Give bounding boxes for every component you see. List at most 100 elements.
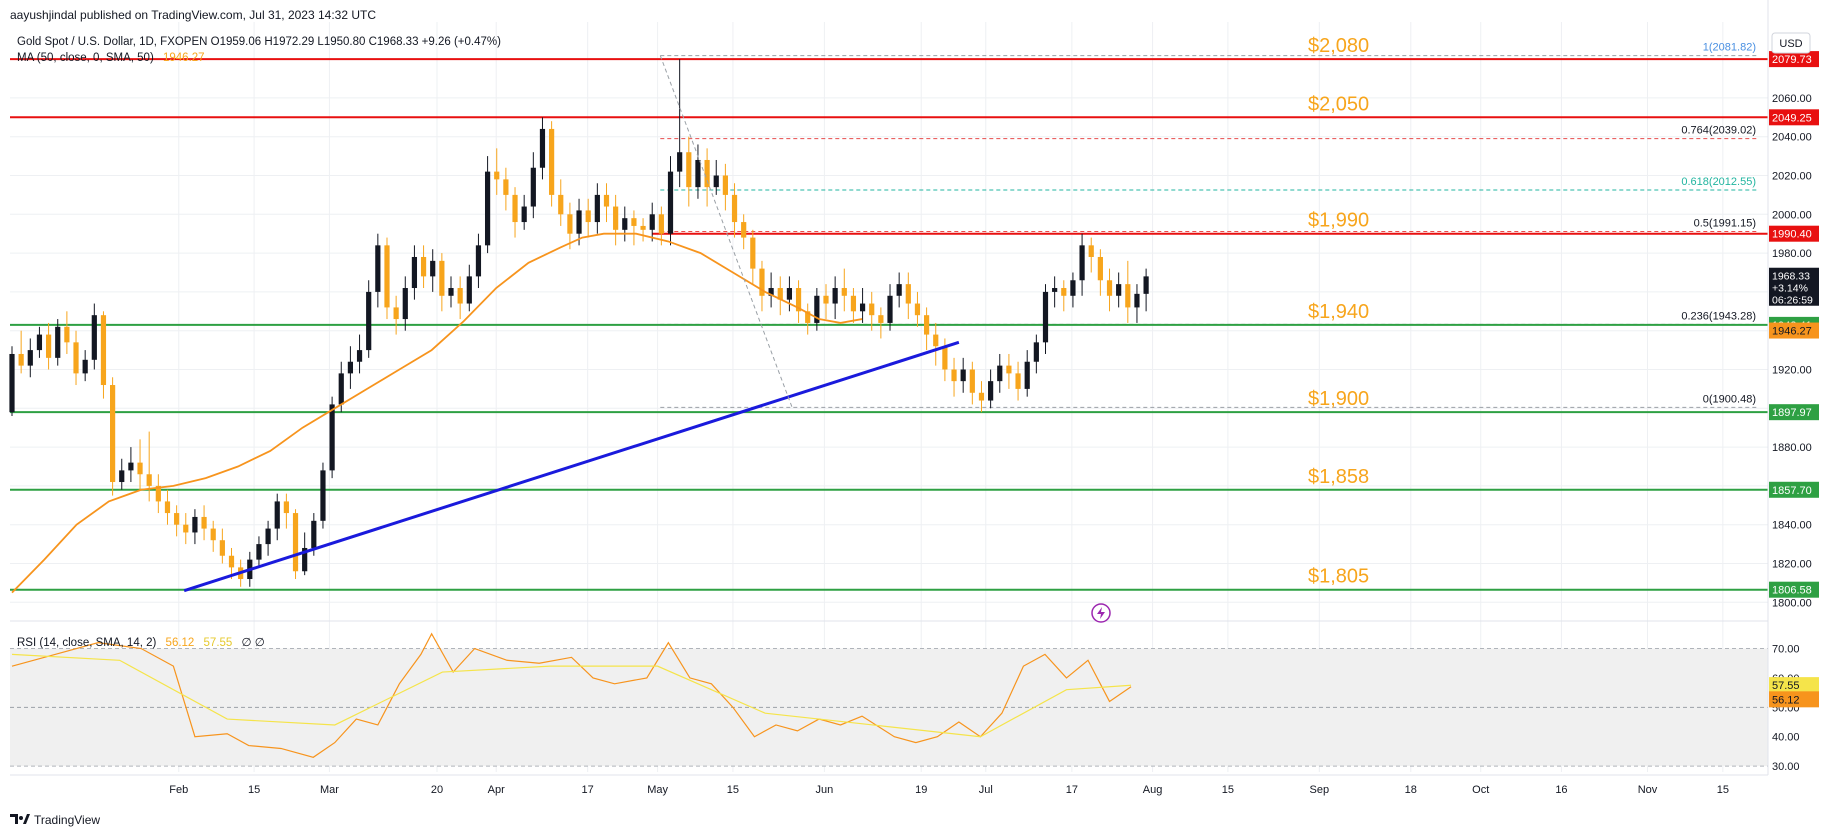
level-axis-badge-bg — [1769, 404, 1819, 421]
price-axis[interactable]: 2060.002040.002020.002000.001980.001960.… — [1772, 93, 1812, 609]
symbol-line[interactable]: Gold Spot / U.S. Dollar, 1D, FXOPEN O195… — [17, 36, 501, 48]
candle-body — [183, 524, 189, 533]
candle-body — [914, 303, 921, 316]
level-axis-badge-bg — [1769, 109, 1819, 126]
level-axis-badge: 1806.58 — [1772, 585, 1812, 597]
level-label: $1,858 — [1308, 466, 1369, 488]
rsi-label[interactable]: RSI (14, close, SMA, 14, 2) 56.12 57.55 … — [17, 637, 265, 649]
candle-body — [1061, 288, 1067, 296]
candle-body — [978, 392, 985, 401]
x-tick-label: Mar — [320, 784, 339, 796]
grid — [10, 22, 1768, 772]
x-tick-label: Sep — [1310, 784, 1330, 796]
candle-body — [265, 528, 271, 545]
candle-body — [338, 373, 344, 405]
candle-body — [73, 342, 79, 374]
last-price-badge-line: 06:26:59 — [1772, 295, 1813, 307]
candle-body — [45, 334, 52, 358]
publisher-line: aayushjindal published on TradingView.co… — [10, 8, 376, 22]
candle-body — [9, 353, 15, 413]
candle-body — [18, 353, 24, 366]
candle-body — [1024, 361, 1030, 389]
candle-body — [969, 369, 975, 393]
level-axis-badge: 1897.97 — [1772, 407, 1812, 419]
fib-level-label: 0.5(1991.15) — [1694, 217, 1756, 229]
fib-level-label: 1(2081.82) — [1703, 42, 1756, 54]
candle-body — [1088, 245, 1094, 257]
candle-body — [576, 210, 582, 234]
level-axis-badge-bg — [1769, 51, 1819, 68]
y-tick-label: 1820.00 — [1772, 559, 1812, 571]
level-label: $2,080 — [1308, 35, 1369, 57]
candle-body — [64, 326, 70, 343]
candle-body — [302, 547, 308, 572]
candle-body — [988, 381, 994, 401]
candle-body — [475, 245, 482, 277]
candle-body — [27, 350, 33, 366]
level-axis-badge-bg — [1769, 225, 1819, 242]
level-label: $2,050 — [1308, 93, 1369, 115]
candle-body — [896, 284, 902, 296]
fib-level-label: 0.236(1943.28) — [1681, 310, 1756, 322]
candle-body — [283, 501, 289, 514]
candle-body — [1042, 291, 1049, 343]
rsi-ma-axis-badge-bg — [1769, 677, 1819, 694]
tradingview-logo[interactable]: TradingView — [10, 813, 100, 827]
candle-body — [137, 462, 143, 475]
candle-body — [311, 520, 317, 548]
candle-body — [521, 206, 527, 223]
candle-body — [603, 194, 610, 207]
candle-body — [228, 555, 235, 568]
lightning-icon[interactable] — [1091, 603, 1111, 623]
candle-body — [622, 218, 628, 230]
candle-body — [164, 501, 171, 514]
candle-body — [146, 474, 152, 486]
candle-body — [375, 245, 381, 292]
rsi-ma-line — [11, 653, 1132, 738]
candle-body — [777, 288, 783, 300]
x-tick-label: 18 — [1405, 784, 1417, 796]
candle-body — [640, 225, 646, 230]
y-tick-label: 2020.00 — [1772, 171, 1812, 183]
x-tick-label: Feb — [169, 784, 188, 796]
candle-body — [1106, 280, 1113, 296]
rsi-tick-label: 30.00 — [1772, 761, 1800, 773]
candle-body — [814, 295, 820, 323]
candle-body — [924, 315, 930, 335]
candle-body — [512, 194, 518, 223]
ma-axis-badge: 1946.27 — [1772, 326, 1812, 338]
last-price-badge-line: 1968.33 — [1772, 271, 1810, 283]
trend-line[interactable] — [183, 340, 960, 593]
axis-price-badges: 2079.732049.251990.401943.411897.971857.… — [1769, 51, 1819, 708]
fib-retracement[interactable]: 1(2081.82) 0.764(2039.02) 0.618(2012.55) 0.… — [660, 42, 1758, 408]
candle-body — [741, 222, 747, 238]
candle-body — [585, 210, 591, 223]
rsi-tick-label: 70.00 — [1772, 644, 1800, 656]
rsi-label-extra: ∅ ∅ — [242, 637, 265, 649]
level-axis-badge: 1990.40 — [1772, 229, 1812, 241]
candle-body — [347, 361, 354, 374]
level-label: $1,990 — [1308, 210, 1369, 232]
ma-label-text: MA (50, close, 0, SMA, 50) — [17, 52, 154, 64]
y-tick-label: 2040.00 — [1772, 132, 1812, 144]
horizontal-levels[interactable]: $2,080 $2,050 $1,990 $1,940 $1,900 $1,858 $1,8… — [10, 35, 1768, 591]
candle-body — [494, 171, 500, 180]
candle-body — [1125, 284, 1131, 308]
currency-button-label: USD — [1779, 38, 1802, 50]
candle-body — [658, 214, 664, 234]
ma-label-value: 1946.27 — [163, 52, 205, 64]
brand-name: TradingView — [34, 813, 100, 827]
time-axis[interactable]: Feb 15 Mar 20 Apr 17 May 15 Jun 19 Jul 17 Aug 15 Sep 18… — [169, 784, 1729, 796]
candle-body — [613, 206, 619, 230]
candle-body — [1006, 365, 1012, 374]
currency-button[interactable]: USD — [1771, 32, 1811, 54]
x-tick-label: Oct — [1472, 784, 1489, 796]
candle-body — [933, 334, 939, 347]
candle-body — [686, 152, 692, 188]
candle-body — [128, 462, 134, 471]
x-tick-label: Nov — [1638, 784, 1658, 796]
ma-label[interactable]: MA (50, close, 0, SMA, 50) 1946.27 — [17, 52, 205, 64]
candle-body — [256, 544, 262, 560]
x-tick-label: 17 — [582, 784, 594, 796]
